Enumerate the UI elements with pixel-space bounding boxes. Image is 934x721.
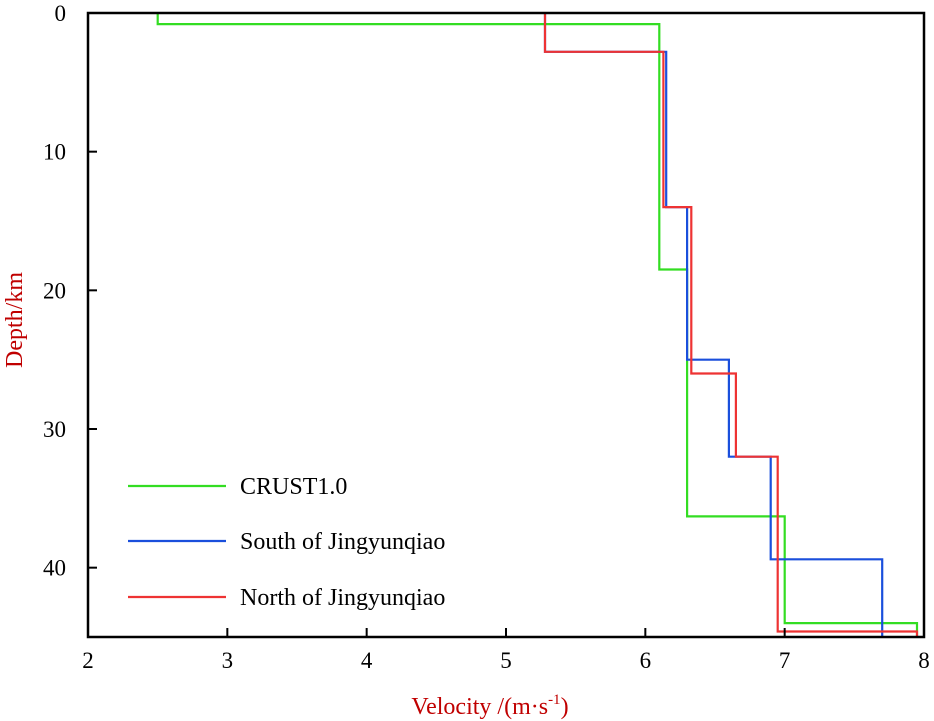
y-tick-label: 30: [43, 417, 66, 442]
x-axis-title: Velocity /(m·s-1): [411, 692, 568, 720]
x-tick-label: 7: [779, 648, 791, 673]
series-line-1: [156, 13, 919, 637]
x-tick-label: 3: [222, 648, 234, 673]
x-axis-title-main: Velocity /(m·s: [411, 694, 548, 720]
plot-frame: [86, 11, 926, 639]
series-layer: [156, 13, 919, 637]
legend: CRUST1.0 South of Jingyunqiao North of Jin…: [128, 474, 445, 611]
x-tick-label: 8: [918, 648, 930, 673]
x-tick-label: 4: [361, 648, 373, 673]
legend-label-2: South of Jingyunqiao: [240, 529, 445, 555]
series-line-3: [543, 13, 919, 637]
x-tick-label: 5: [500, 648, 512, 673]
y-tick-label: 0: [55, 1, 67, 26]
x-axis-title-superscript: -1: [548, 692, 561, 708]
y-tick-label: 10: [43, 140, 66, 165]
legend-label-3: North of Jingyunqiao: [240, 585, 445, 611]
x-tick-label: 2: [82, 648, 94, 673]
y-axis-title: Depth/km: [2, 272, 28, 368]
x-tick-label: 6: [640, 648, 652, 673]
y-tick-label: 20: [43, 278, 66, 303]
x-axis-title-suffix: ): [561, 694, 569, 720]
legend-label-1: CRUST1.0: [240, 474, 347, 500]
y-tick-label: 40: [43, 556, 66, 581]
tick-layer: 2 3 4 5 6 7 8 0 10 20 30 40: [43, 1, 930, 673]
series-line-2: [543, 13, 884, 637]
